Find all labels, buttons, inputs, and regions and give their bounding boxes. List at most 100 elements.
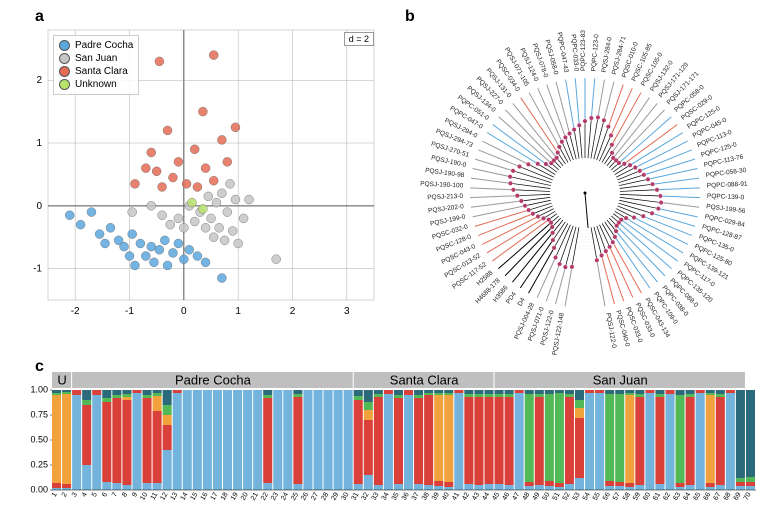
- scatter-point: [101, 239, 110, 248]
- stacked-segment: [122, 400, 131, 485]
- stacked-segment: [112, 395, 121, 398]
- stacked-segment: [52, 395, 61, 483]
- stacked-segment: [384, 394, 393, 490]
- bar-index-label: 22: [260, 491, 270, 501]
- scatter-point: [217, 274, 226, 283]
- legend-row: San Juan: [59, 52, 133, 65]
- legend-swatch: [59, 66, 70, 77]
- stacked-segment: [163, 450, 172, 490]
- stacked-segment: [696, 393, 705, 490]
- stacked-segment: [635, 394, 644, 397]
- scatter-point: [152, 167, 161, 176]
- scatter-point: [272, 255, 281, 264]
- scatter-point: [87, 208, 96, 217]
- stacked-segment: [665, 390, 674, 394]
- scatter-point: [155, 57, 164, 66]
- svg-text:-1: -1: [125, 306, 134, 317]
- bar-index-label: 26: [300, 491, 310, 501]
- bar-index-label: 24: [280, 491, 290, 501]
- legend-label: San Juan: [75, 53, 117, 64]
- d-box: d = 2: [344, 32, 374, 46]
- bar-index-label: 14: [180, 491, 190, 501]
- stacked-segment: [444, 393, 453, 395]
- stacked-segment: [495, 484, 504, 490]
- stacked-segment: [263, 390, 272, 395]
- scatter-point: [158, 182, 167, 191]
- stacked-segment: [706, 390, 715, 393]
- stacked-segment: [464, 397, 473, 484]
- scatter-point: [226, 179, 235, 188]
- legend-swatch: [59, 40, 70, 51]
- scatter-point: [120, 242, 129, 251]
- stacked-segment: [676, 395, 685, 483]
- bar-index-label: 37: [411, 491, 421, 501]
- stacked-segment: [615, 486, 624, 490]
- stacked-segment: [62, 390, 71, 392]
- bar-index-label: 12: [159, 491, 169, 501]
- bar-index-label: 39: [431, 491, 441, 501]
- stacked-segment: [454, 390, 463, 393]
- bar-index-label: 54: [582, 491, 592, 501]
- scatter-point: [201, 223, 210, 232]
- stacked-segment: [72, 395, 81, 490]
- stacked-segment: [535, 394, 544, 397]
- svg-text:0: 0: [181, 306, 187, 317]
- stacked-segment: [565, 390, 574, 394]
- legend-row: Padre Cocha: [59, 39, 133, 52]
- bar-index-label: 9: [131, 491, 139, 498]
- stacked-segment: [676, 483, 685, 487]
- stacked-segment: [132, 390, 141, 393]
- stacked-segment: [484, 394, 493, 397]
- bar-index-label: 41: [451, 491, 461, 501]
- bar-index-label: 66: [703, 491, 713, 501]
- stacked-segment: [293, 397, 302, 484]
- bar-index-label: 63: [672, 491, 682, 501]
- stacked-segment: [605, 486, 614, 490]
- bar-index-label: 47: [511, 491, 521, 501]
- bar-index-label: 55: [592, 491, 602, 501]
- stacked-segment: [122, 390, 131, 394]
- stacked-segment: [364, 390, 373, 402]
- stacked-segment: [153, 411, 162, 483]
- scatter-point: [209, 176, 218, 185]
- scatter-point: [163, 261, 172, 270]
- stacked-segment: [545, 481, 554, 486]
- scatter-point: [76, 220, 85, 229]
- tree-tip-label: PQSJ-202-0: [428, 203, 465, 214]
- stacked-segment: [163, 390, 172, 405]
- stacked-segment: [474, 397, 483, 485]
- tree-tip-label: PQSJ-122-0: [604, 312, 617, 349]
- stacked-segment: [716, 485, 725, 490]
- stacked-segment: [92, 395, 101, 490]
- stacked-segment: [263, 395, 272, 398]
- stacked-segment: [163, 415, 172, 425]
- stacked-segment: [253, 390, 262, 490]
- scatter-point: [193, 252, 202, 261]
- tree-tip-label: PQPC-088-91: [707, 181, 748, 190]
- stacked-segment: [313, 390, 322, 490]
- stacked-segment: [394, 390, 403, 395]
- stacked-segment: [615, 394, 624, 482]
- stacked-segment: [163, 405, 172, 415]
- stacked-segment: [625, 390, 634, 393]
- scatter-point: [106, 223, 115, 232]
- bar-index-label: 42: [461, 491, 471, 501]
- stacked-segment: [293, 484, 302, 490]
- svg-text:1: 1: [36, 138, 42, 149]
- stacked-segment: [444, 482, 453, 487]
- scatter-point: [130, 261, 139, 270]
- stacked-segment: [726, 390, 735, 393]
- stacked-segment: [495, 394, 504, 397]
- scatter-point: [128, 208, 137, 217]
- bar-index-label: 31: [351, 491, 361, 501]
- tree-tip-label: PQSJ-190-100: [420, 181, 464, 190]
- scatter-point: [223, 208, 232, 217]
- stacked-segment: [444, 487, 453, 490]
- bar-index-label: 34: [381, 491, 391, 501]
- scatter-point: [223, 157, 232, 166]
- bar-index-label: 30: [340, 491, 350, 501]
- stacked-segment: [173, 393, 182, 490]
- bar-index-label: 64: [682, 491, 692, 501]
- stacked-segment: [746, 477, 755, 482]
- scatter-point: [245, 195, 254, 204]
